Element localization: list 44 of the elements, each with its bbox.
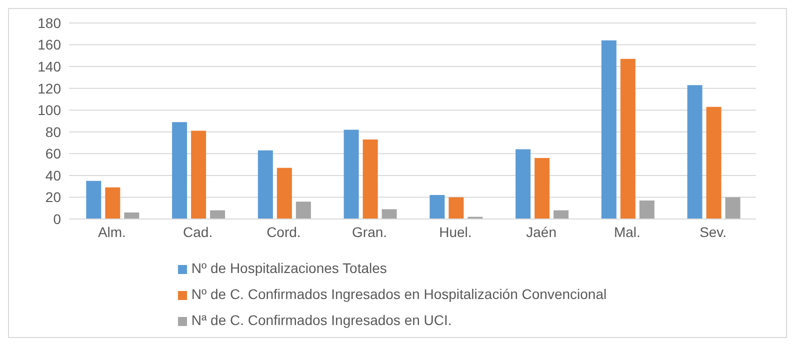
bar xyxy=(516,149,531,219)
x-tick-label: Jaén xyxy=(526,224,556,240)
y-tick-label: 40 xyxy=(45,167,62,184)
bar xyxy=(639,200,654,219)
x-tick-label: Huel. xyxy=(439,224,472,240)
bar xyxy=(258,150,273,219)
bar xyxy=(276,168,292,219)
x-tick-label: Alm. xyxy=(98,224,126,240)
y-tick-label: 80 xyxy=(45,124,62,140)
bar xyxy=(344,130,359,219)
bar xyxy=(430,195,445,219)
bar xyxy=(86,180,102,219)
y-tick-label: 60 xyxy=(45,146,62,162)
bar xyxy=(210,210,226,219)
bar xyxy=(554,210,569,219)
x-tick-label: Cad. xyxy=(183,224,213,240)
bar xyxy=(620,58,636,219)
bar xyxy=(687,85,702,219)
bar xyxy=(191,130,206,219)
bar xyxy=(601,40,616,219)
y-tick-label: 20 xyxy=(45,189,62,206)
bar xyxy=(296,202,311,219)
bar xyxy=(382,209,397,219)
bar xyxy=(534,158,550,219)
bar xyxy=(362,140,378,219)
bar xyxy=(105,187,120,219)
bar xyxy=(124,212,140,219)
bar xyxy=(172,122,188,219)
bar xyxy=(725,197,740,219)
legend-label: Nª de C. Confirmados Ingresados en UCI. xyxy=(191,312,452,328)
y-tick-label: 140 xyxy=(38,58,62,75)
bar xyxy=(448,197,464,219)
legend-label: Nº de Hospitalizaciones Totales xyxy=(191,260,387,276)
y-tick-label: 0 xyxy=(53,210,62,227)
y-tick-label: 120 xyxy=(38,80,62,96)
x-tick-label: Gran. xyxy=(352,224,388,240)
legend-label: Nº de C. Confirmados Ingresados en Hospitalización Convencional xyxy=(191,286,607,302)
y-tick-label: 160 xyxy=(38,36,62,53)
x-tick-label: Cord. xyxy=(266,224,301,240)
y-tick-label: 100 xyxy=(38,102,62,118)
x-tick-label: Sev. xyxy=(700,224,727,240)
bar xyxy=(706,106,722,219)
y-tick-label: 180 xyxy=(38,14,62,31)
x-tick-label: Mal. xyxy=(614,224,640,240)
